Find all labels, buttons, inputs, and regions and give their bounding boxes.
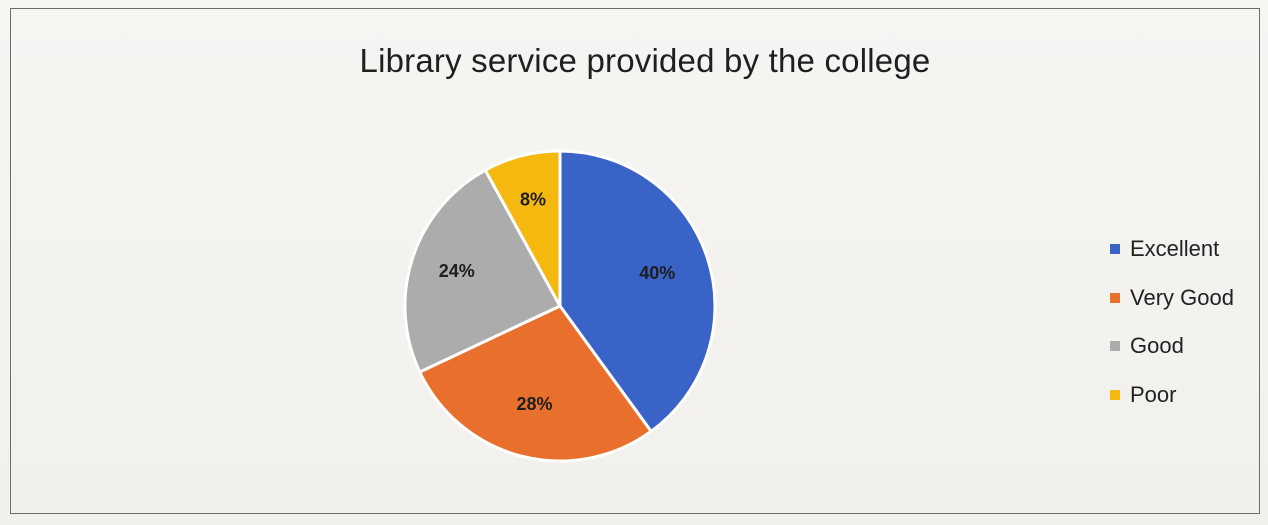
legend-item-excellent: Excellent	[1110, 225, 1260, 274]
slice-label-excellent: 40%	[639, 263, 675, 283]
legend-label-very-good: Very Good	[1130, 284, 1234, 310]
legend-swatch-good	[1110, 341, 1120, 352]
legend-label-good: Good	[1130, 333, 1184, 359]
legend-label-poor: Poor	[1130, 381, 1177, 407]
slice-label-very-good: 28%	[517, 394, 553, 414]
pie-chart: 40% 28% 24% 8%	[403, 149, 717, 463]
pie-slice-excellent	[558, 149, 717, 433]
legend-item-poor: Poor	[1110, 371, 1260, 420]
legend-swatch-very-good	[1110, 292, 1120, 303]
legend-swatch-poor	[1110, 389, 1120, 400]
pie-slice-poor	[483, 149, 562, 308]
pie-slice-very-good	[418, 304, 653, 463]
slice-label-poor: 8%	[520, 190, 546, 210]
legend-item-very-good: Very Good	[1110, 274, 1260, 323]
slice-label-good: 24%	[439, 261, 475, 281]
legend-swatch-excellent	[1110, 244, 1120, 255]
chart-frame	[10, 8, 1260, 514]
legend: Excellent Very Good Good Poor	[1110, 225, 1260, 419]
pie-slice-good	[403, 168, 562, 374]
legend-item-good: Good	[1110, 322, 1260, 371]
legend-label-excellent: Excellent	[1130, 236, 1220, 262]
chart-title: Library service provided by the college	[359, 42, 931, 79]
